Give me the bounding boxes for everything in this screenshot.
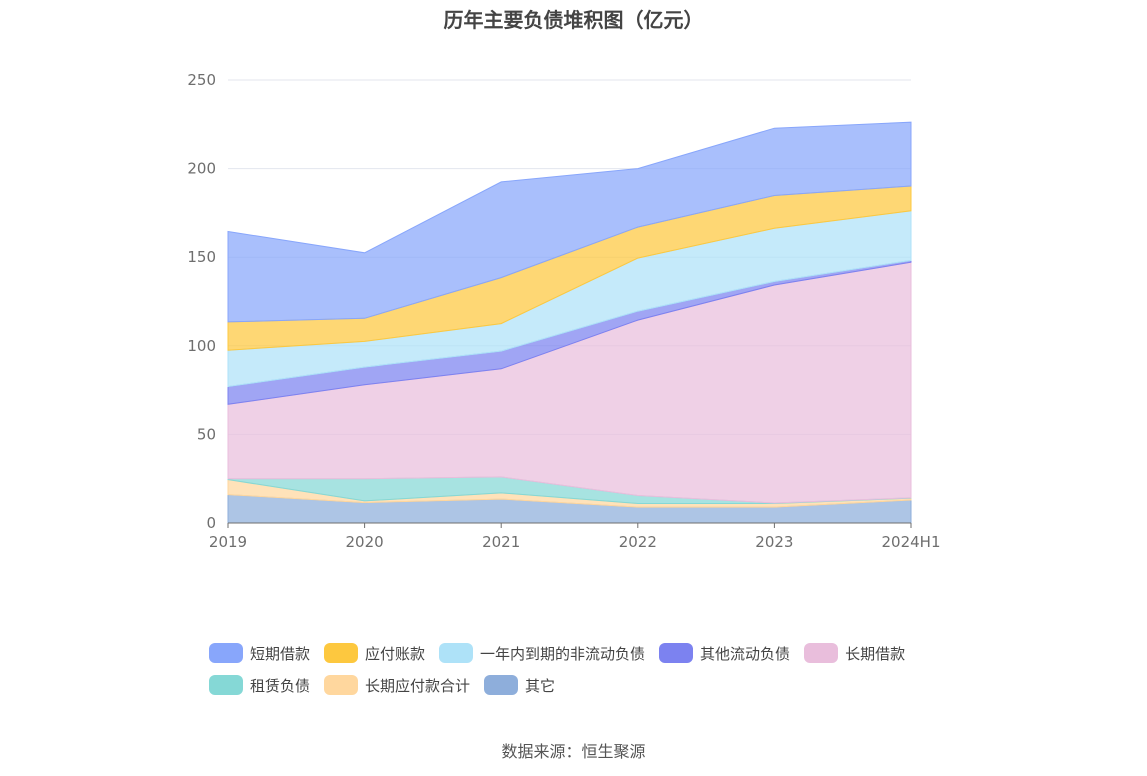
legend-label: 应付账款 [365, 644, 426, 663]
stacked-area-chart: 0 50 100 150 200 250 2019 2020 2021 2022 2023 2024H… [187, 71, 940, 551]
data-source-note: 数据来源：恒生聚源 [501, 742, 646, 761]
legend-item-lease-liabilities[interactable]: 租赁负债 [209, 675, 310, 696]
legend-label: 其它 [525, 676, 556, 695]
legend-swatch [659, 643, 694, 663]
x-tick-label: 2020 [346, 533, 384, 551]
legend-item-long-term-loans[interactable]: 长期借款 [804, 643, 905, 664]
y-tick-label: 0 [206, 514, 216, 532]
legend-label: 长期应付款合计 [365, 676, 471, 695]
legend-item-short-term-loans[interactable]: 短期借款 [209, 643, 310, 664]
legend-label: 租赁负债 [250, 676, 311, 695]
y-tick-label: 150 [187, 248, 216, 266]
legend-swatch [484, 675, 519, 695]
legend: 短期借款 应付账款 一年内到期的非流动负债 其他流动负债 长期借款 租赁负债 长… [209, 637, 969, 701]
legend-swatch [324, 675, 359, 695]
legend-item-current-noncurrent-liabilities[interactable]: 一年内到期的非流动负债 [439, 643, 645, 664]
legend-swatch [209, 675, 243, 695]
x-tick-label: 2021 [482, 533, 520, 551]
x-tick-label: 2019 [209, 533, 247, 551]
x-tick-label: 2024H1 [882, 533, 941, 551]
legend-label: 其他流动负债 [700, 644, 791, 663]
legend-item-others[interactable]: 其它 [484, 675, 555, 696]
legend-label: 长期借款 [845, 644, 906, 663]
legend-label: 短期借款 [250, 644, 311, 663]
legend-item-accounts-payable[interactable]: 应付账款 [324, 643, 425, 664]
area-短期借款 [227, 121, 912, 323]
legend-swatch [209, 643, 243, 663]
axes: 0 50 100 150 200 250 2019 2020 2021 2022 2023 2024H… [187, 71, 940, 551]
area-series [227, 121, 912, 524]
legend-swatch [324, 643, 359, 663]
x-tick-label: 2022 [619, 533, 657, 551]
legend-item-long-term-payables[interactable]: 长期应付款合计 [324, 675, 470, 696]
y-tick-label: 50 [197, 425, 216, 443]
legend-swatch [439, 643, 474, 663]
x-tick-label: 2023 [755, 533, 793, 551]
legend-label: 一年内到期的非流动负债 [480, 644, 646, 663]
chart-title: 历年主要负债堆积图（亿元） [443, 8, 704, 32]
legend-item-other-current-liabilities[interactable]: 其他流动负债 [659, 643, 790, 664]
legend-swatch [804, 643, 839, 663]
y-tick-label: 100 [187, 337, 216, 355]
y-tick-label: 250 [187, 71, 216, 89]
legend-row-2: 租赁负债 长期应付款合计 其它 [209, 669, 969, 701]
legend-row-1: 短期借款 应付账款 一年内到期的非流动负债 其他流动负债 长期借款 [209, 637, 969, 669]
y-tick-label: 200 [187, 160, 216, 178]
